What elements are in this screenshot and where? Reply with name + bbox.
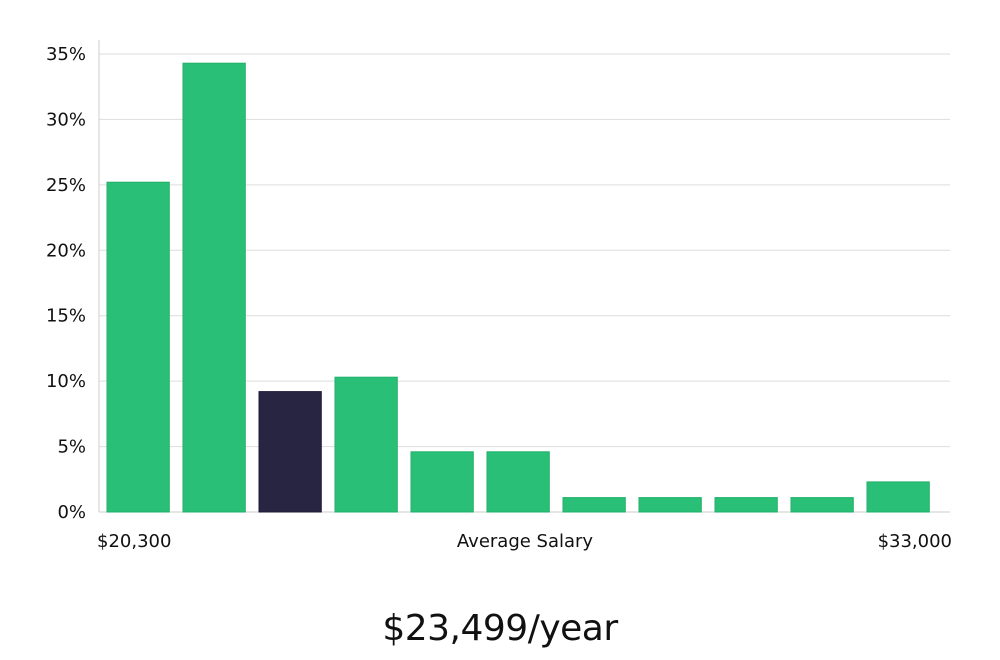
- bar: [334, 376, 398, 513]
- bar: [410, 451, 474, 513]
- bar: [638, 497, 702, 513]
- y-tick-label: 15%: [46, 306, 86, 327]
- y-tick-label: 25%: [46, 175, 86, 196]
- x-max-label: $33,000: [878, 531, 952, 552]
- bar: [182, 62, 246, 513]
- bar: [866, 481, 930, 513]
- y-tick-label: 20%: [46, 240, 86, 261]
- bar: [562, 497, 626, 513]
- y-axis-ticks: 0% 5% 10% 15% 20% 25% 30% 35%: [46, 44, 86, 523]
- salary-histogram: 0% 5% 10% 15% 20% 25% 30% 35% $20,300 Average S…: [46, 40, 952, 552]
- bar: [790, 497, 854, 513]
- bar: [714, 497, 778, 513]
- y-tick-label: 0%: [57, 502, 86, 523]
- bar: [486, 451, 550, 513]
- x-axis-label: Average Salary: [457, 531, 594, 552]
- bar-highlighted: [258, 391, 322, 513]
- average-salary-headline: $23,499/year: [382, 608, 618, 649]
- bars: [106, 62, 930, 513]
- y-tick-label: 30%: [46, 109, 86, 130]
- x-min-label: $20,300: [97, 531, 171, 552]
- y-tick-label: 5%: [57, 437, 86, 458]
- bar: [106, 181, 170, 513]
- y-tick-label: 35%: [46, 44, 86, 65]
- y-tick-label: 10%: [46, 371, 86, 392]
